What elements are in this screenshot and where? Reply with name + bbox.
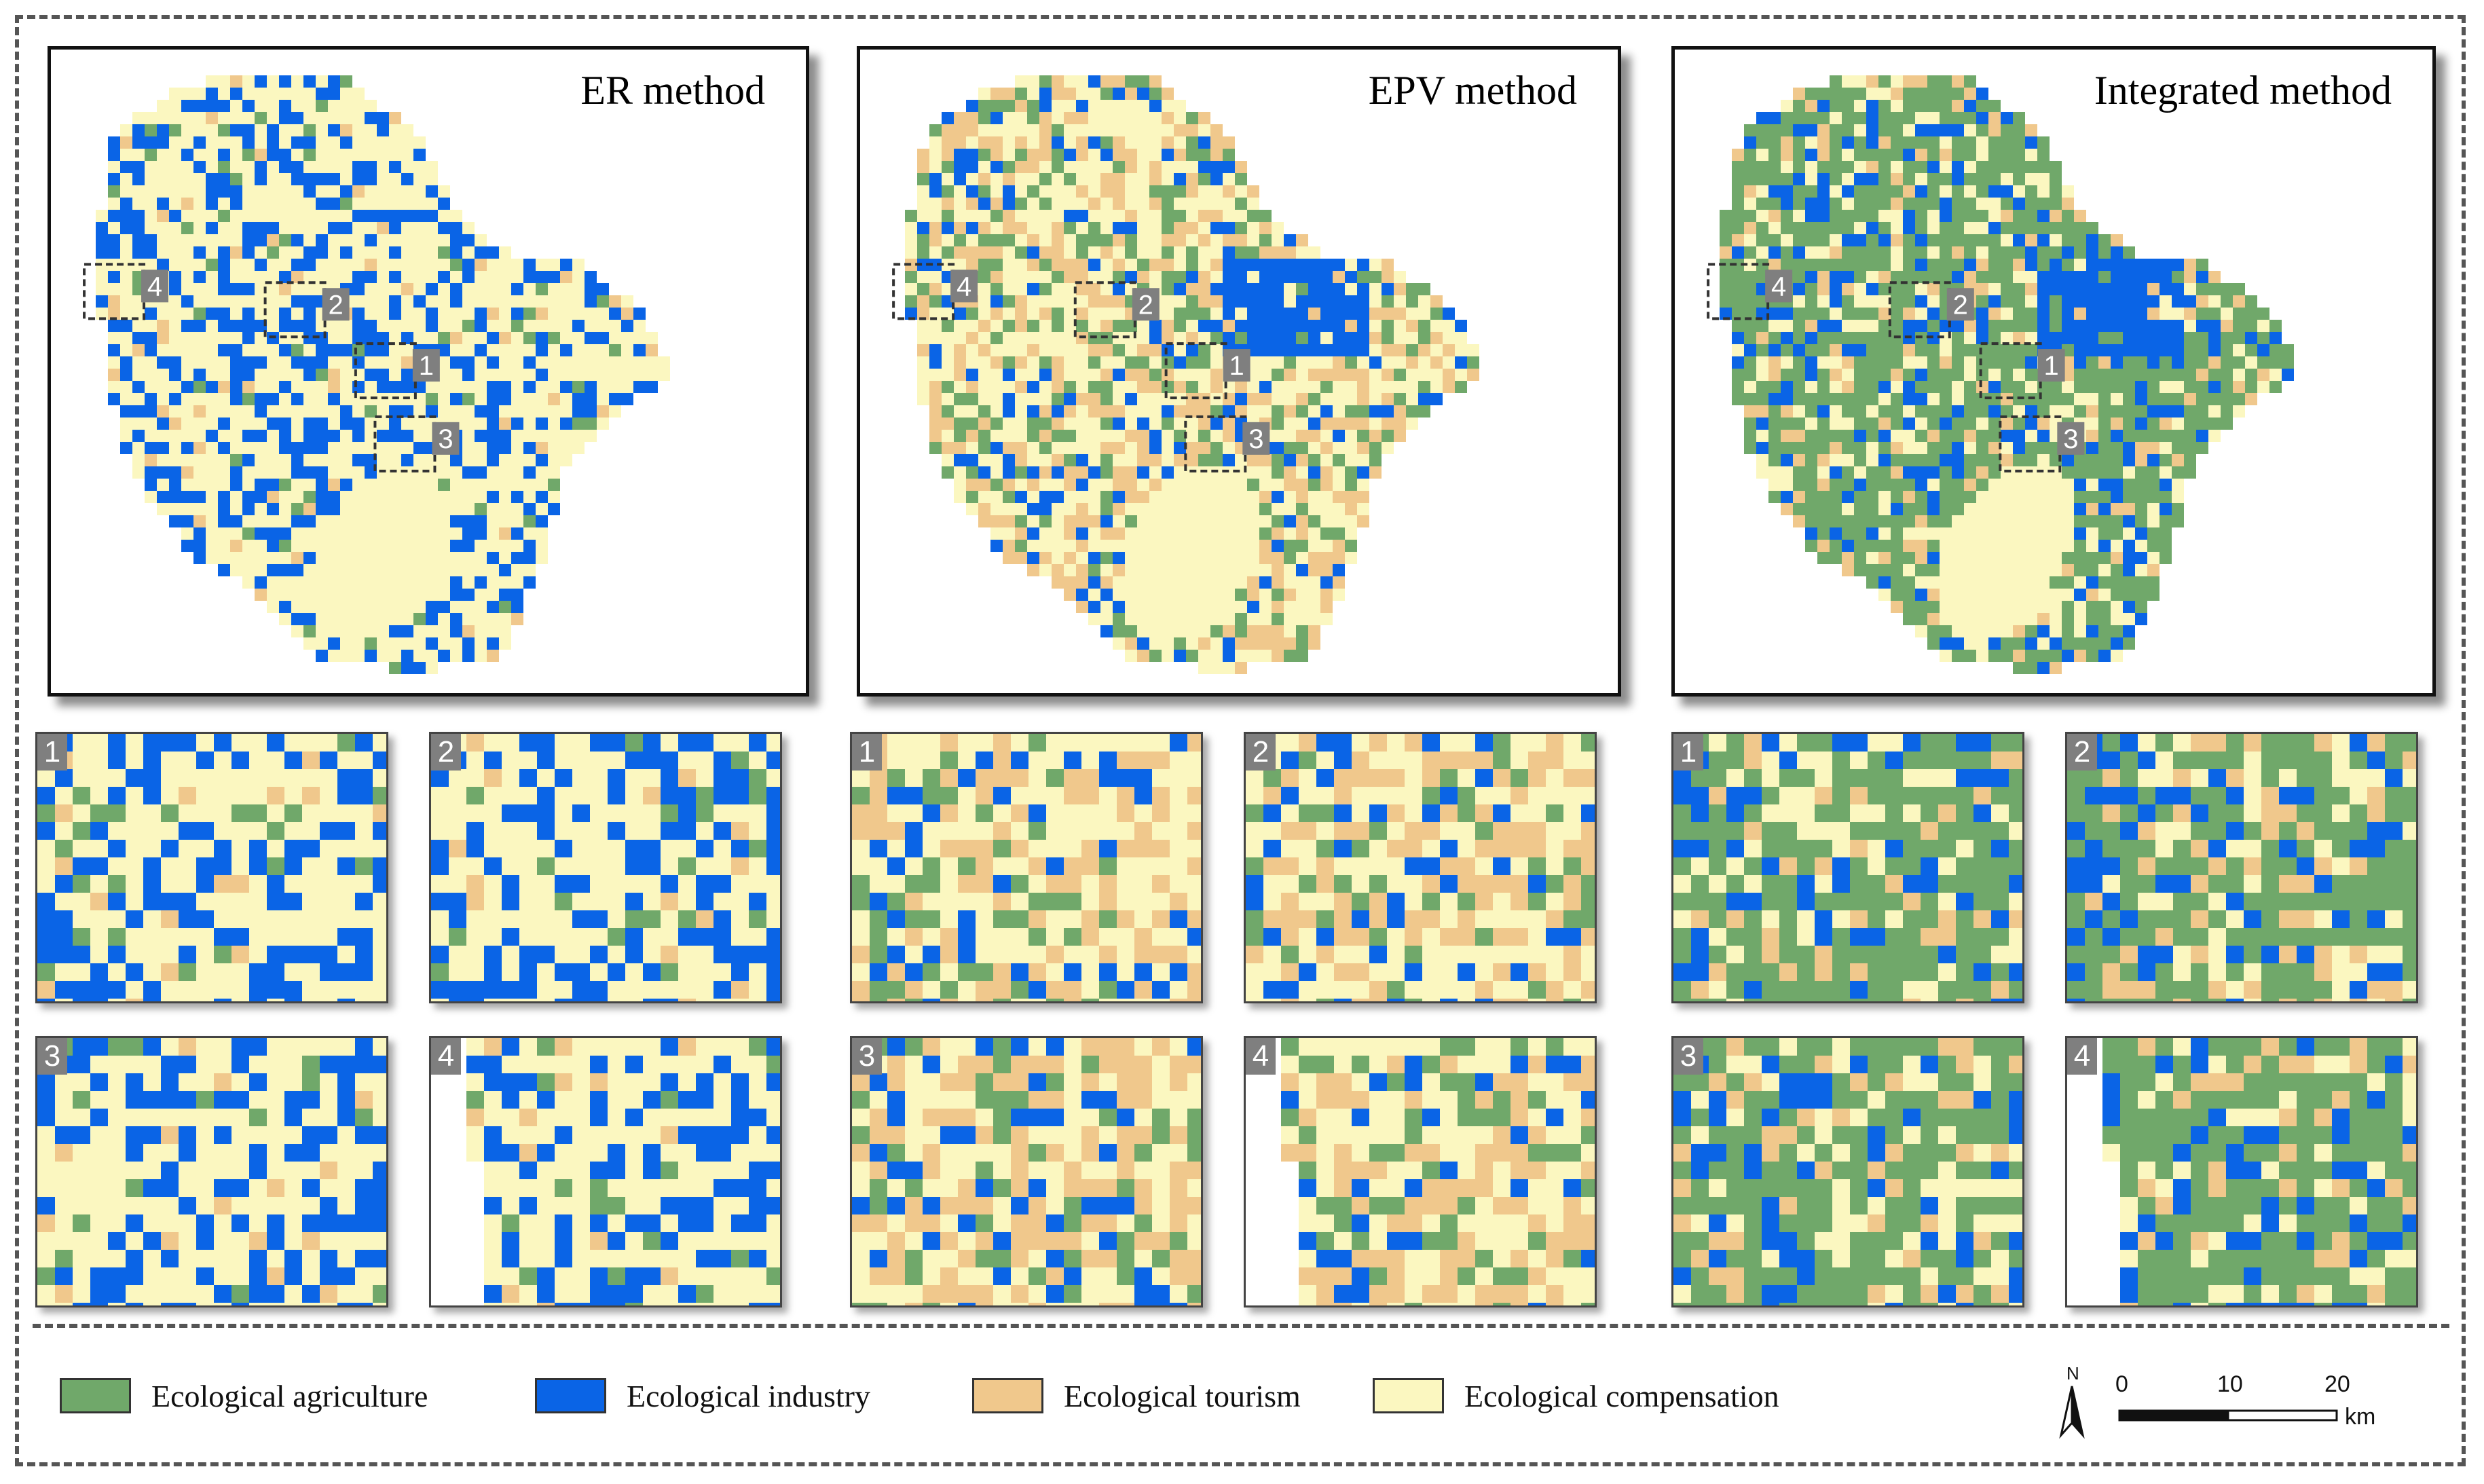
map-title-integrated: Integrated method	[2094, 68, 2392, 113]
zoom-number: 2	[431, 734, 461, 771]
inset-tag-label: 1	[419, 351, 434, 381]
zoom-number: 4	[2067, 1038, 2097, 1075]
legend-label-tourism: Ecological tourism	[1064, 1379, 1301, 1413]
map-title-epv: EPV method	[1368, 68, 1577, 113]
zoom-number: 3	[1673, 1038, 1703, 1075]
zoom-raster	[1246, 734, 1595, 1001]
zoom-raster	[37, 734, 386, 1001]
scale-bar: N 0 10 20 km	[2057, 1363, 2437, 1446]
inset-tag	[2057, 422, 2085, 455]
main-map-epv: 4 2 1 3 EPV method	[857, 46, 1621, 697]
main-map-integrated: 4 2 1 3 Integrated method	[1671, 46, 2436, 697]
zoom-number: 1	[852, 734, 882, 771]
legend-swatch-agriculture	[60, 1378, 131, 1413]
inset-tag	[1946, 288, 1974, 321]
inset-tag-label: 4	[957, 272, 971, 301]
zoom-panel-1-1: 1	[35, 732, 388, 1003]
inset-tag	[2037, 349, 2065, 382]
inset-tag	[950, 270, 978, 303]
inset-tag-label: 3	[2063, 424, 2078, 454]
zoom-number: 4	[1246, 1038, 1276, 1075]
zoom-panel-1-2: 2	[429, 732, 782, 1003]
zoom-raster	[431, 734, 780, 1001]
main-map-er: 4 2 1 3 ER method	[48, 46, 809, 697]
scale-bar-graphic	[2118, 1409, 2338, 1422]
zoom-number: 1	[37, 734, 67, 771]
inset-tag-label: 2	[328, 290, 343, 320]
inset-tag	[322, 288, 350, 321]
zoom-panel-1-4: 4	[429, 1036, 782, 1307]
inset-tag	[1132, 288, 1160, 321]
map-title-er: ER method	[580, 68, 765, 113]
zoom-raster	[1246, 1038, 1595, 1305]
inset-tag-label: 4	[147, 272, 162, 301]
zoom-raster	[37, 1038, 386, 1305]
map-canvas-integrated: 4 2 1 3	[1707, 75, 2294, 674]
land-use-raster	[96, 75, 670, 674]
zoom-number: 1	[1673, 734, 1703, 771]
legend-label-compensation: Ecological compensation	[1464, 1379, 1779, 1413]
zoom-panel-1-3: 3	[35, 1036, 388, 1307]
zoom-raster	[1673, 734, 2022, 1001]
zoom-panel-3-4: 4	[2065, 1036, 2418, 1307]
zoom-raster	[852, 734, 1201, 1001]
zoom-panel-3-1: 1	[1671, 732, 2024, 1003]
scale-tick-10: 10	[2217, 1371, 2243, 1397]
zoom-number: 2	[1246, 734, 1276, 771]
legend-divider	[33, 1324, 2449, 1328]
inset-tag-label: 4	[1771, 272, 1786, 301]
land-use-raster	[1720, 75, 2294, 674]
zoom-raster	[852, 1038, 1201, 1305]
zoom-number: 3	[37, 1038, 67, 1075]
zoom-number: 2	[2067, 734, 2097, 771]
legend-swatch-compensation	[1373, 1378, 1444, 1413]
inset-tag	[1242, 422, 1270, 455]
zoom-raster	[1673, 1038, 2022, 1305]
zoom-panel-3-2: 2	[2065, 732, 2418, 1003]
inset-tag	[432, 422, 460, 455]
land-use-raster	[905, 75, 1479, 674]
map-canvas-epv: 4 2 1 3	[892, 75, 1479, 674]
inset-tag-label: 1	[1229, 351, 1244, 381]
legend-swatch-industry	[535, 1378, 606, 1413]
inset-tag-label: 3	[438, 424, 453, 454]
zoom-raster	[2067, 1038, 2416, 1305]
zoom-panel-2-1: 1	[850, 732, 1203, 1003]
north-arrow-icon	[2059, 1386, 2085, 1439]
legend-label-industry: Ecological industry	[627, 1379, 870, 1413]
inset-tag	[141, 270, 169, 303]
scale-unit: km	[2345, 1404, 2376, 1430]
inset-tag-label: 2	[1138, 290, 1153, 320]
inset-tag-label: 3	[1248, 424, 1263, 454]
inset-tag	[1765, 270, 1793, 303]
scale-tick-20: 20	[2324, 1371, 2350, 1397]
figure-frame	[15, 15, 2466, 1466]
inset-tag	[1223, 349, 1250, 382]
legend-label-agriculture: Ecological agriculture	[151, 1379, 428, 1413]
zoom-raster	[431, 1038, 780, 1305]
inset-tag-label: 1	[2044, 351, 2059, 381]
inset-tag-label: 2	[1953, 290, 1968, 320]
zoom-panel-2-3: 3	[850, 1036, 1203, 1307]
legend-swatch-tourism	[972, 1378, 1043, 1413]
inset-tag	[412, 349, 440, 382]
scale-tick-0: 0	[2115, 1371, 2128, 1397]
zoom-panel-2-2: 2	[1244, 732, 1597, 1003]
zoom-raster	[2067, 734, 2416, 1001]
zoom-number: 4	[431, 1038, 461, 1075]
zoom-panel-3-3: 3	[1671, 1036, 2024, 1307]
zoom-number: 3	[852, 1038, 882, 1075]
map-canvas-er: 4 2 1 3	[83, 75, 670, 674]
north-label: N	[2066, 1363, 2079, 1384]
zoom-panel-2-4: 4	[1244, 1036, 1597, 1307]
